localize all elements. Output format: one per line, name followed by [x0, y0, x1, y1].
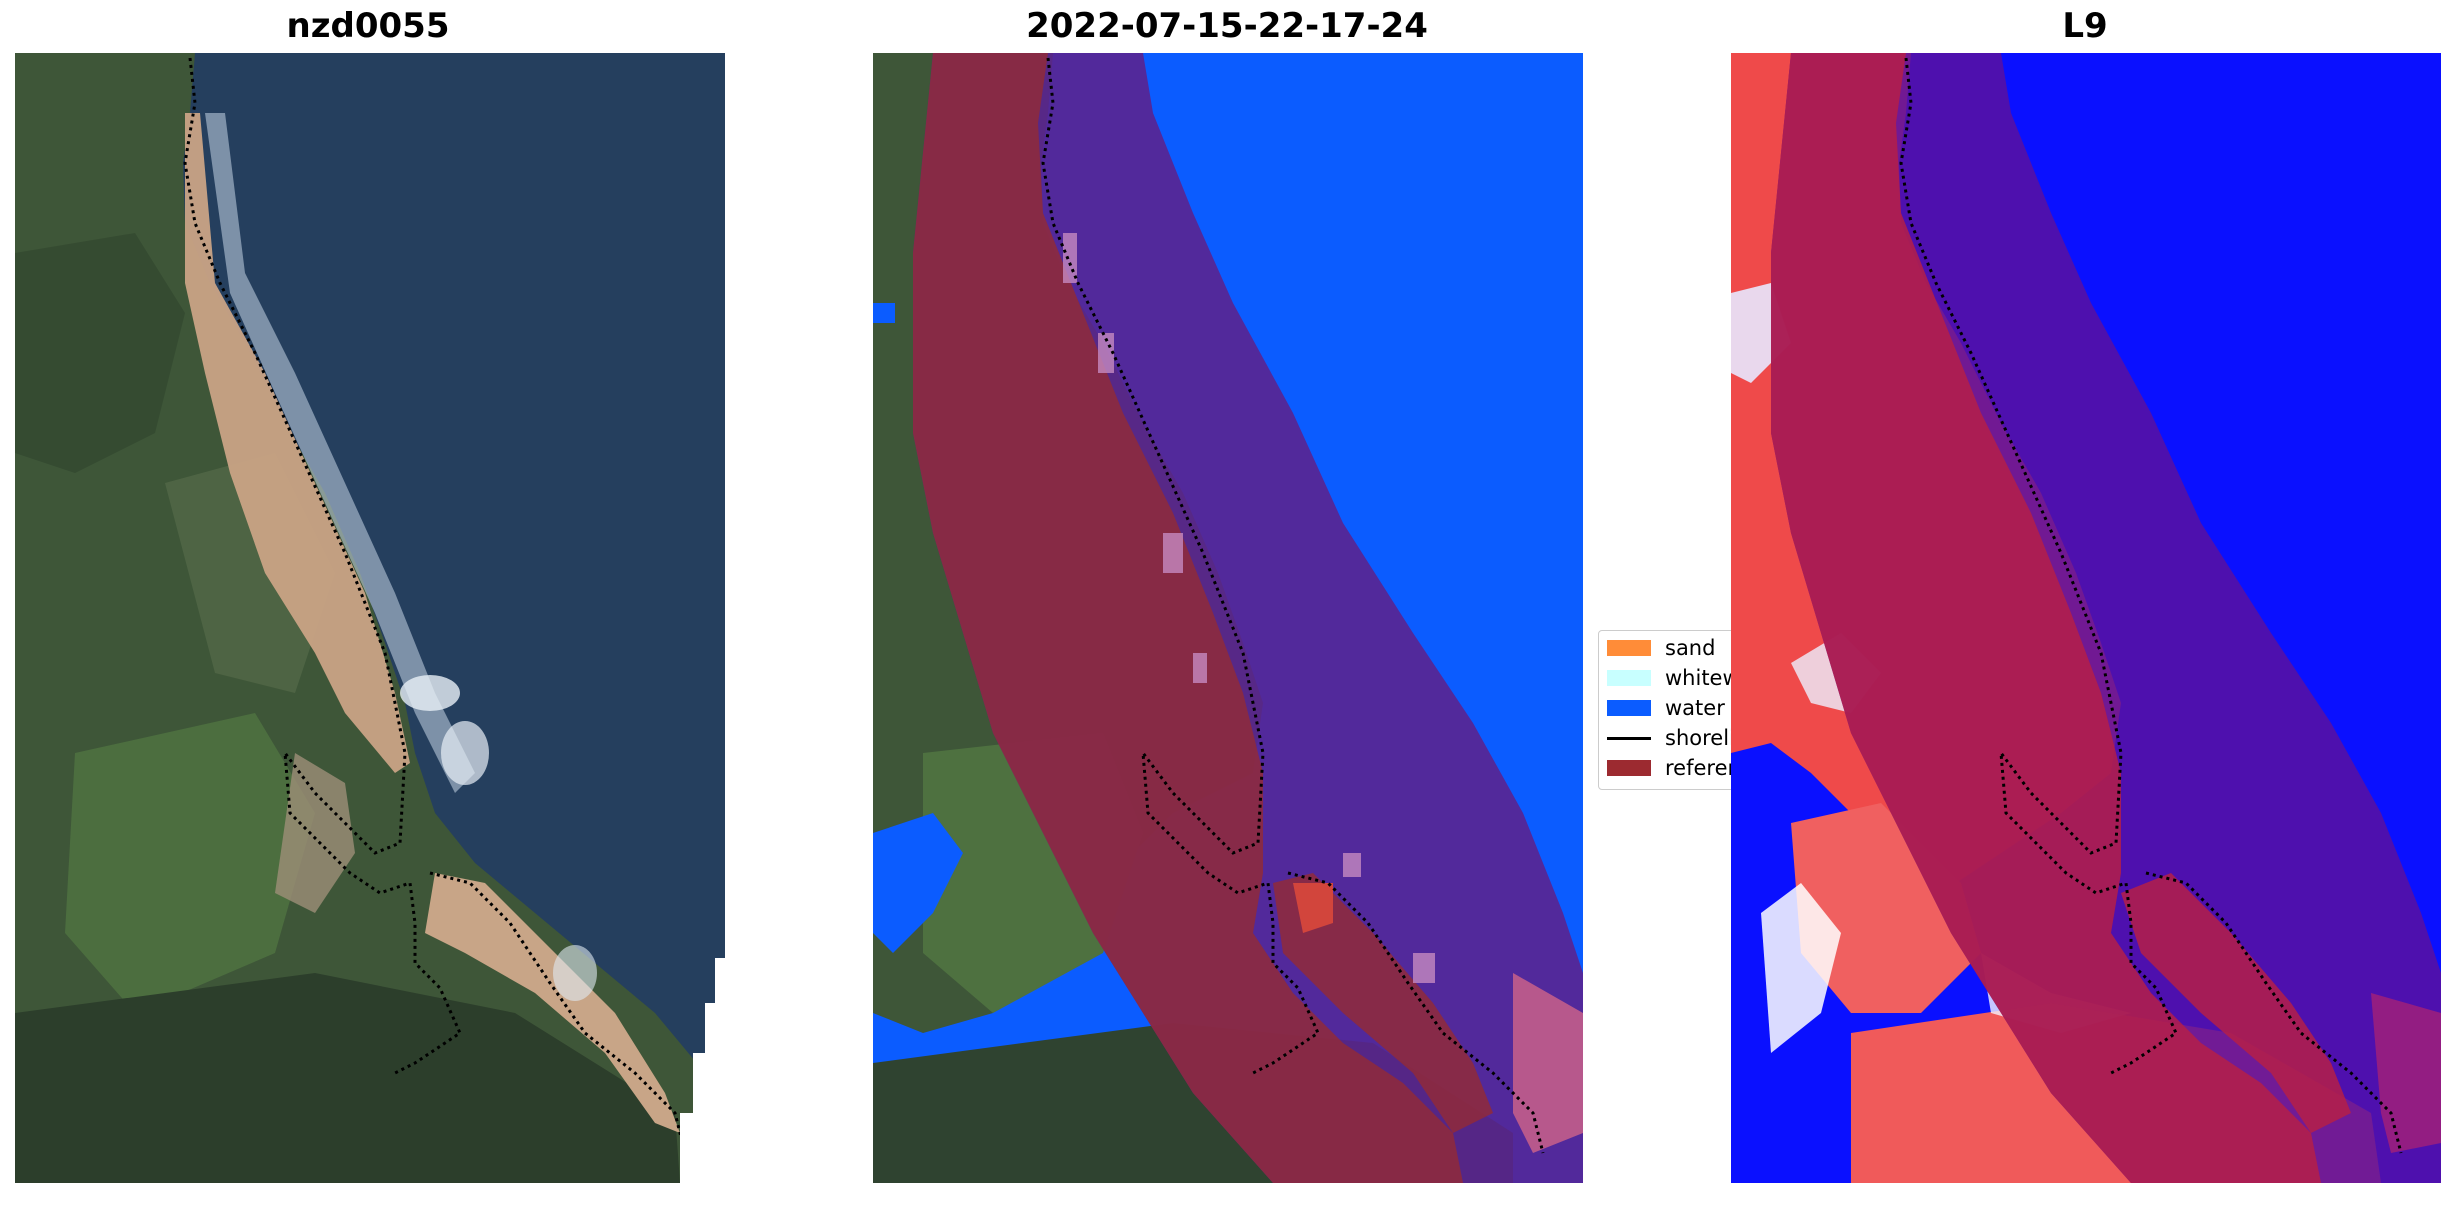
index-image [1731, 53, 2441, 1183]
shoreline-dotted [183, 57, 687, 1154]
shoreline-line-swatch [1607, 737, 1651, 740]
legend-label-reference: reference [1665, 756, 1739, 780]
legend-item-water: water [1607, 695, 1739, 721]
panel-title-classification: 2022-07-15-22-17-24 [1026, 6, 1428, 46]
panel-title-rgb: nzd0055 [286, 6, 450, 46]
legend-item-shoreline: shoreline [1607, 725, 1739, 751]
reference-overlay [1771, 53, 2321, 1183]
legend-label-shoreline: shoreline [1665, 726, 1739, 750]
shoreline-dotted [1041, 57, 1545, 1154]
shoreline-dotted [1899, 57, 2403, 1154]
index-panel [1731, 53, 2441, 1183]
water-swatch [1607, 700, 1651, 716]
legend-item-reference: reference [1607, 755, 1739, 781]
rgb-image-panel [15, 53, 725, 1183]
classification-panel [873, 53, 1583, 1183]
legend-label-sand: sand [1665, 636, 1716, 660]
classification-image [873, 53, 1583, 1183]
legend-item-sand: sand [1607, 635, 1739, 661]
surf-zone [205, 113, 475, 793]
legend-label-water: water [1665, 696, 1725, 720]
sand-swatch [1607, 640, 1651, 656]
reference-overlay [913, 53, 1463, 1183]
reference-swatch [1607, 760, 1651, 776]
beach-sand [185, 113, 410, 773]
rgb-image [15, 53, 725, 1183]
whitewater-swatch [1607, 670, 1651, 686]
panel-title-index: L9 [2062, 6, 2108, 46]
